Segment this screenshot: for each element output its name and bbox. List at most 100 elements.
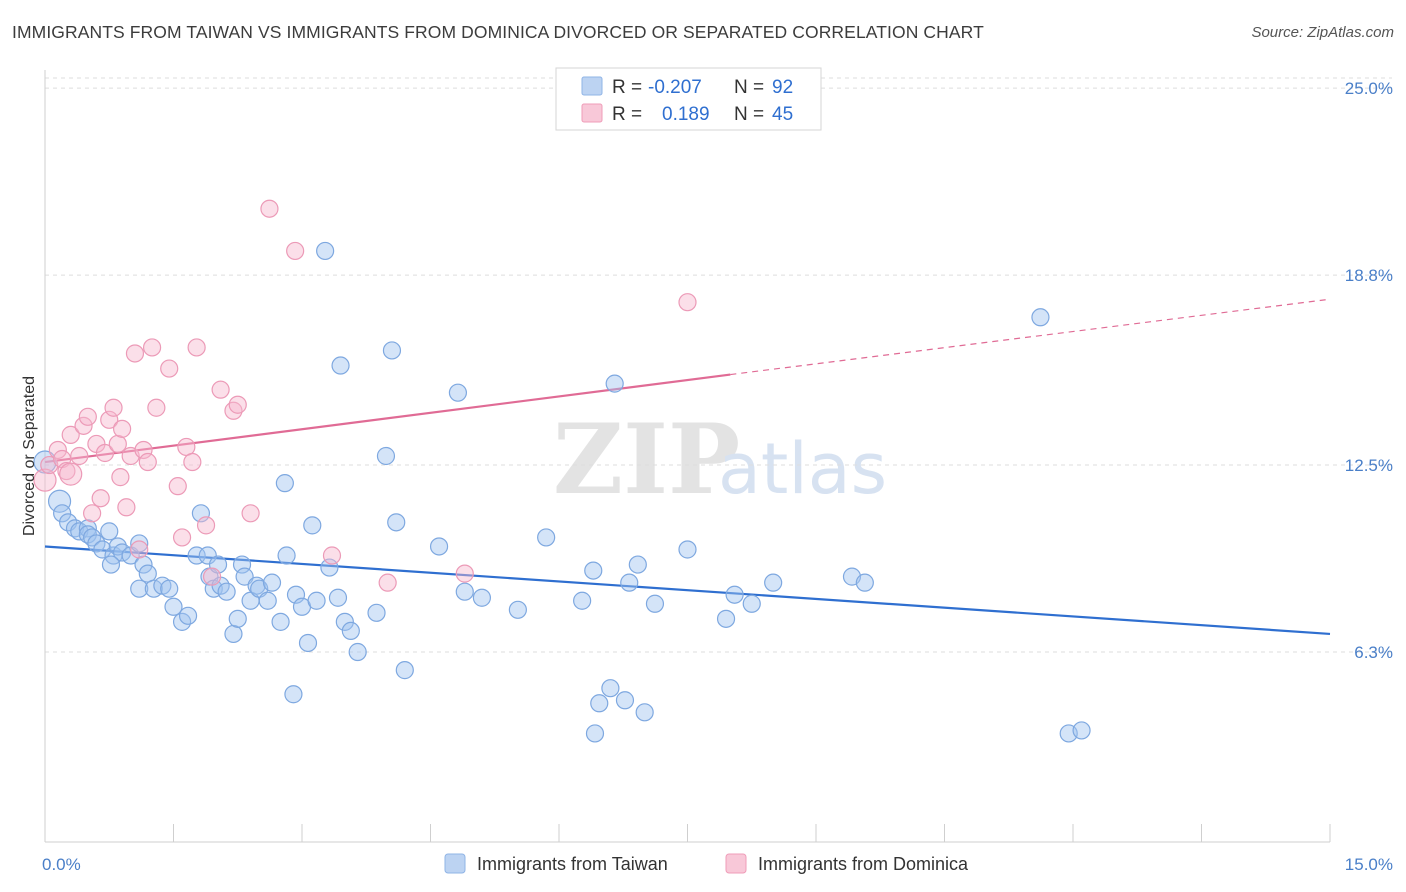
point-taiwan bbox=[191, 504, 211, 523]
point-taiwan bbox=[585, 724, 605, 743]
point-taiwan bbox=[47, 489, 72, 513]
point-taiwan bbox=[645, 594, 665, 613]
point-taiwan bbox=[725, 585, 744, 604]
point-taiwan bbox=[134, 555, 153, 574]
legend-n-label-taiwan: N = bbox=[734, 77, 764, 98]
point-taiwan bbox=[448, 383, 468, 402]
point-taiwan bbox=[130, 579, 149, 598]
point-taiwan bbox=[100, 522, 119, 541]
point-dominica bbox=[378, 573, 397, 592]
point-taiwan bbox=[130, 534, 149, 553]
point-taiwan bbox=[247, 576, 266, 595]
trend-line-dominica bbox=[44, 373, 731, 464]
point-taiwan bbox=[284, 685, 303, 704]
point-taiwan bbox=[376, 446, 396, 466]
point-taiwan bbox=[628, 555, 647, 574]
point-taiwan bbox=[53, 504, 72, 523]
point-taiwan bbox=[164, 597, 183, 616]
legend-r-value-dominica: 0.189 bbox=[662, 104, 710, 125]
point-dominica bbox=[241, 504, 260, 523]
point-dominica bbox=[260, 199, 279, 218]
y-tick-label: 18.8% bbox=[1345, 266, 1393, 285]
point-taiwan bbox=[615, 691, 635, 710]
point-dominica bbox=[100, 410, 119, 429]
point-dominica bbox=[130, 540, 149, 559]
point-taiwan bbox=[678, 540, 697, 559]
point-taiwan bbox=[258, 591, 277, 610]
point-taiwan bbox=[298, 633, 318, 653]
correlation-legend: R = -0.207 N = 92 R = 0.189 N = 45 bbox=[555, 67, 822, 131]
point-taiwan bbox=[217, 582, 236, 601]
bottom-legend-swatch-taiwan bbox=[444, 853, 466, 874]
point-taiwan bbox=[277, 546, 296, 565]
point-dominica bbox=[160, 359, 179, 378]
point-dominica bbox=[91, 489, 110, 508]
point-taiwan bbox=[178, 606, 198, 625]
point-taiwan bbox=[235, 567, 254, 586]
x-tick-label: 0.0% bbox=[42, 855, 81, 874]
point-taiwan bbox=[138, 564, 157, 583]
legend-r-value-taiwan: -0.207 bbox=[648, 77, 702, 98]
point-dominica bbox=[228, 395, 247, 414]
legend-r-label-taiwan: R = bbox=[612, 77, 642, 98]
point-taiwan bbox=[455, 582, 474, 601]
point-dominica bbox=[187, 338, 206, 357]
axes bbox=[44, 70, 1331, 843]
point-taiwan bbox=[584, 561, 603, 580]
point-dominica bbox=[202, 567, 222, 586]
point-dominica bbox=[168, 477, 187, 496]
point-taiwan bbox=[601, 679, 620, 698]
point-taiwan bbox=[262, 573, 282, 592]
point-taiwan bbox=[307, 591, 326, 610]
bottom-legend-label-dominica: Immigrants from Dominica bbox=[758, 854, 969, 874]
x-tick-label: 15.0% bbox=[1345, 855, 1393, 874]
point-dominica bbox=[177, 437, 196, 457]
point-taiwan bbox=[742, 594, 761, 613]
legend-n-value-taiwan: 92 bbox=[772, 77, 793, 98]
point-dominica bbox=[111, 468, 130, 487]
trend-line-taiwan bbox=[44, 545, 1331, 636]
point-taiwan bbox=[573, 591, 592, 610]
point-taiwan bbox=[620, 573, 639, 592]
point-taiwan bbox=[429, 537, 449, 556]
watermark-atlas: atlas bbox=[718, 428, 887, 510]
source-credit: Source: ZipAtlas.com bbox=[1251, 24, 1394, 41]
point-dominica bbox=[172, 528, 192, 547]
point-dominica bbox=[78, 407, 97, 426]
point-dominica bbox=[134, 440, 153, 460]
legend-n-label-dominica: N = bbox=[734, 104, 764, 125]
point-dominica bbox=[104, 398, 123, 417]
point-taiwan bbox=[395, 661, 414, 680]
point-taiwan bbox=[635, 703, 654, 722]
point-dominica bbox=[108, 434, 127, 454]
point-taiwan bbox=[316, 241, 335, 261]
point-dominica bbox=[125, 344, 145, 363]
legend-swatch-dominica bbox=[581, 103, 603, 123]
y-tick-label: 6.3% bbox=[1354, 643, 1393, 662]
point-taiwan bbox=[271, 612, 290, 631]
point-dominica bbox=[183, 452, 202, 472]
point-dominica bbox=[147, 398, 166, 417]
y-tick-label: 25.0% bbox=[1345, 79, 1393, 98]
y-tick-labels: 6.3% 12.5% 18.8% 25.0% bbox=[1345, 79, 1393, 662]
legend-r-label-dominica: R = bbox=[612, 104, 642, 125]
point-dominica bbox=[112, 419, 132, 438]
point-dominica bbox=[95, 443, 115, 463]
series-legend: Immigrants from Taiwan Immigrants from D… bbox=[444, 853, 969, 874]
point-taiwan bbox=[472, 588, 491, 607]
data-points bbox=[33, 199, 1091, 743]
point-dominica bbox=[48, 440, 67, 460]
point-taiwan bbox=[341, 621, 360, 641]
point-taiwan bbox=[382, 341, 402, 360]
point-taiwan bbox=[590, 694, 609, 713]
point-dominica bbox=[286, 241, 305, 261]
point-dominica bbox=[61, 425, 80, 444]
point-taiwan bbox=[331, 356, 350, 375]
legend-swatch-taiwan bbox=[581, 76, 603, 96]
point-taiwan bbox=[764, 573, 783, 592]
point-taiwan bbox=[348, 642, 367, 662]
point-taiwan bbox=[101, 555, 121, 574]
y-tick-label: 12.5% bbox=[1345, 456, 1393, 475]
trend-line-dominica-extension bbox=[730, 298, 1331, 376]
